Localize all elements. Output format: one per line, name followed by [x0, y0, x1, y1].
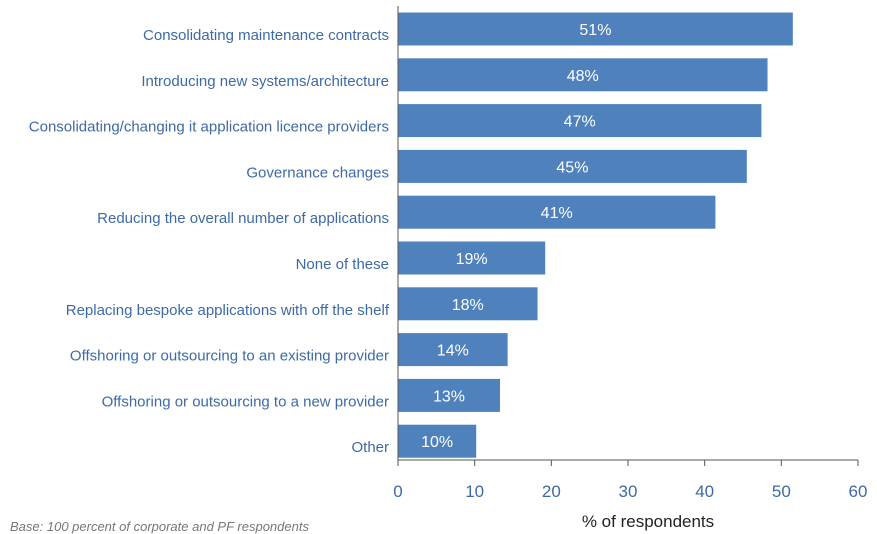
category-label: Offshoring or outsourcing to a new provi…	[102, 393, 389, 410]
footnote: Base: 100 percent of corporate and PF re…	[10, 519, 309, 534]
data-label: 41%	[541, 205, 573, 222]
x-tick-label: 10	[465, 482, 484, 501]
category-label: Introducing new systems/architecture	[141, 73, 389, 90]
category-label: None of these	[296, 256, 389, 273]
data-label: 14%	[437, 343, 469, 360]
category-label: Governance changes	[246, 164, 389, 181]
x-tick-label: 50	[772, 482, 791, 501]
data-label: 18%	[452, 297, 484, 314]
category-label: Consolidating maintenance contracts	[143, 27, 389, 44]
category-label: Replacing bespoke applications with off …	[66, 302, 390, 319]
data-label: 51%	[579, 22, 611, 39]
x-axis-title: % of respondents	[582, 512, 714, 531]
data-label: 45%	[556, 159, 588, 176]
x-tick-label: 30	[619, 482, 638, 501]
data-label: 13%	[433, 388, 465, 405]
x-tick-label: 0	[393, 482, 402, 501]
x-tick-label: 40	[695, 482, 714, 501]
category-label: Other	[351, 439, 389, 456]
data-label: 10%	[421, 434, 453, 451]
category-label: Reducing the overall number of applicati…	[97, 210, 389, 227]
x-tick-label: 60	[849, 482, 868, 501]
category-label: Consolidating/changing it application li…	[29, 119, 389, 136]
data-label: 48%	[567, 68, 599, 85]
category-label: Offshoring or outsourcing to an existing…	[70, 348, 389, 365]
data-label: 47%	[564, 114, 596, 131]
x-tick-label: 20	[542, 482, 561, 501]
data-label: 19%	[456, 251, 488, 268]
